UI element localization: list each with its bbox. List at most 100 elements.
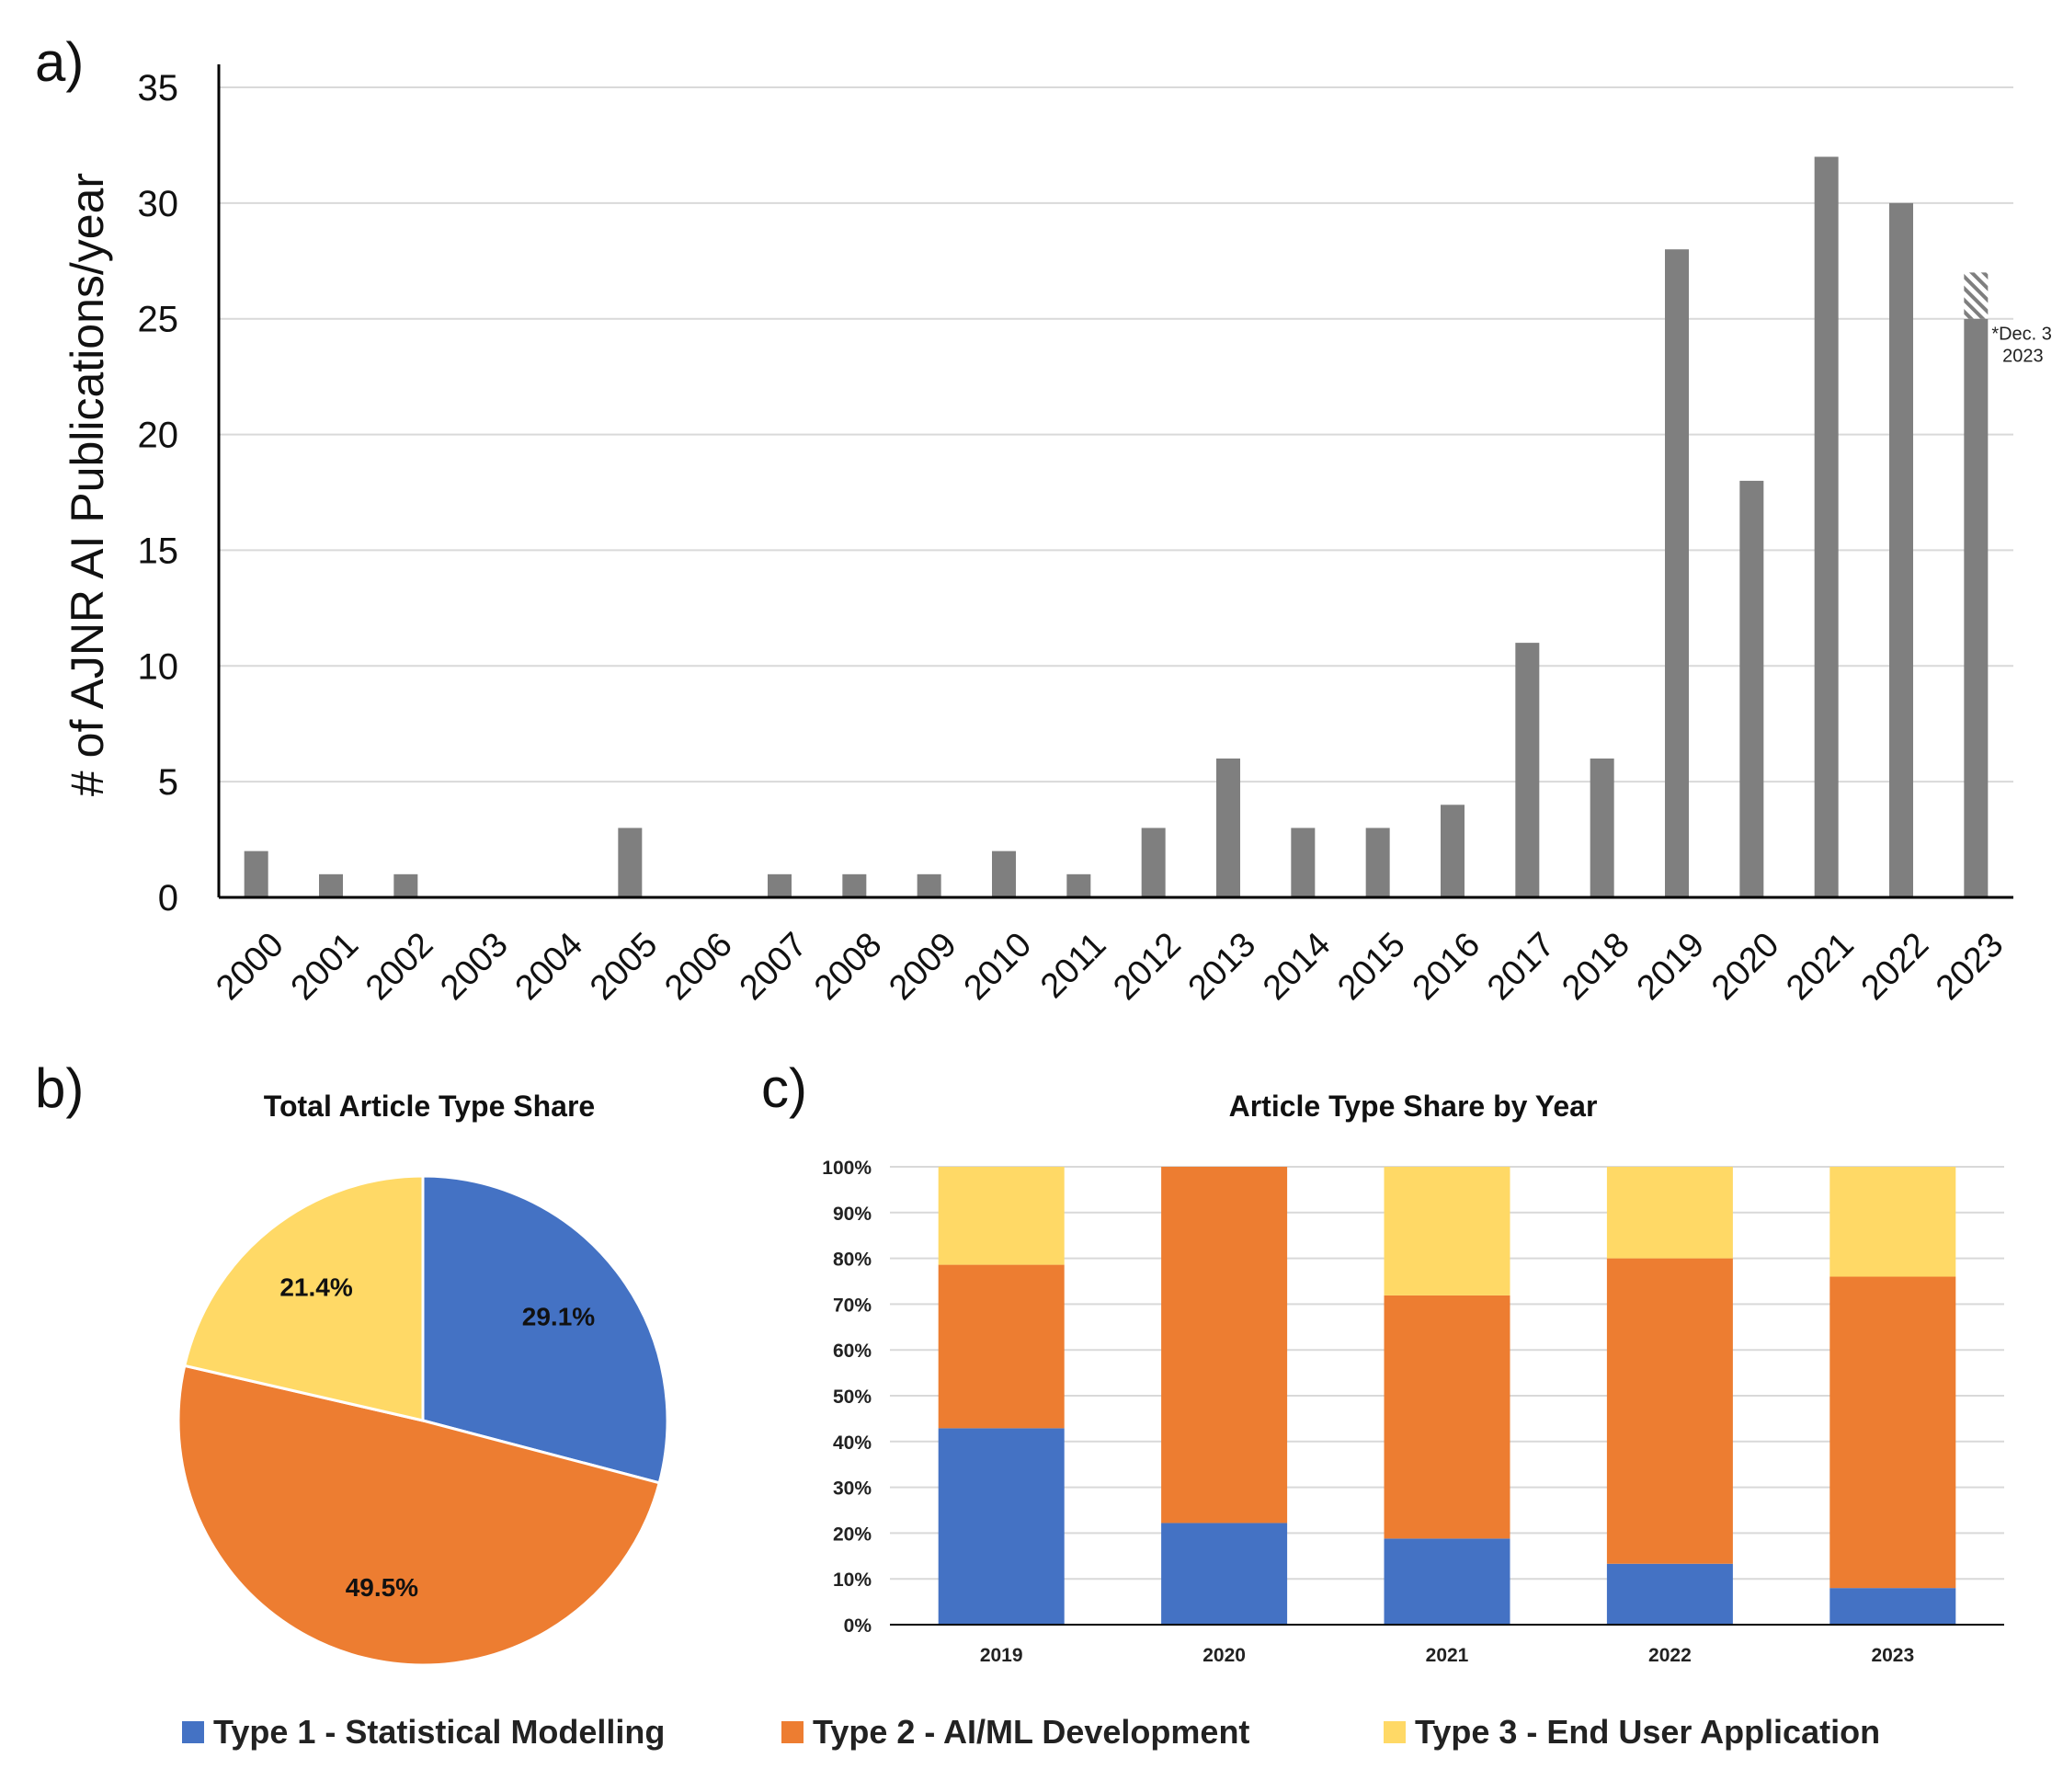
stacked-bar-segment <box>938 1167 1065 1265</box>
stacked-bar-segment <box>1161 1167 1288 1524</box>
bar <box>1291 828 1316 897</box>
y-tick-label-a: 15 <box>138 531 179 571</box>
stacked-bar-segment <box>1606 1258 1733 1564</box>
stacked-chart-title: Article Type Share by Year <box>1229 1090 1598 1123</box>
bar <box>1964 318 1989 897</box>
pie-chart-title: Total Article Type Share <box>264 1090 595 1123</box>
y-tick-label-c: 30% <box>833 1478 872 1500</box>
y-tick-label-c: 60% <box>833 1341 872 1362</box>
stacked-bar-segment <box>1384 1167 1510 1295</box>
panel-label-a: a) <box>35 31 84 93</box>
legend-swatch <box>781 1721 804 1743</box>
y-tick-label-c: 100% <box>822 1158 872 1179</box>
x-tick-label-c: 2021 <box>1426 1645 1469 1666</box>
panel-label-c: c) <box>761 1057 807 1119</box>
y-tick-label-a: 0 <box>158 878 178 919</box>
x-tick-label-a: 2012 <box>1106 925 1188 1007</box>
x-tick-label-a: 2021 <box>1779 925 1861 1007</box>
y-axis-label-a: # of AJNR AI Publications/year <box>62 173 113 796</box>
bar <box>1365 828 1390 897</box>
x-tick-label-a: 2018 <box>1555 925 1636 1007</box>
bar <box>1665 249 1689 897</box>
x-tick-label-a: 2000 <box>209 925 291 1007</box>
x-tick-label-c: 2022 <box>1648 1645 1692 1666</box>
bar <box>917 873 941 897</box>
legend-swatch <box>182 1721 204 1743</box>
x-tick-label-a: 2015 <box>1330 925 1412 1007</box>
annotation-note-line-1: *Dec. 3 <box>1991 325 2052 345</box>
x-tick-label-a: 2011 <box>1033 925 1113 1005</box>
y-tick-label-a: 20 <box>138 416 179 456</box>
bar <box>1739 480 1764 897</box>
x-tick-label-a: 2016 <box>1406 925 1487 1007</box>
x-tick-label-a: 2013 <box>1181 925 1263 1007</box>
bar <box>393 873 418 897</box>
publications-bar-chart: a) # of AJNR AI Publications/year 0 5 10 15… <box>35 31 2052 1008</box>
stacked-bar-segment <box>1606 1563 1733 1625</box>
legend: Type 1 - Statistical Modelling Type 2 - A… <box>182 1713 1880 1751</box>
legend-swatch <box>1384 1721 1406 1743</box>
stacked-bar-segment <box>1384 1295 1510 1539</box>
y-tick-label-a: 35 <box>138 68 179 108</box>
legend-label: Type 2 - AI/ML Development <box>813 1713 1249 1751</box>
pie-slice-label: 29.1% <box>522 1302 595 1330</box>
x-tick-label-a: 2008 <box>807 925 889 1007</box>
panel-label-b: b) <box>35 1057 84 1119</box>
stacked-bar-segment <box>1829 1588 1956 1625</box>
y-tick-label-c: 40% <box>833 1432 872 1454</box>
x-tick-label-c: 2019 <box>980 1645 1023 1666</box>
bar <box>1814 156 1839 897</box>
legend-label: Type 3 - End User Application <box>1415 1713 1880 1751</box>
y-tick-label-c: 0% <box>844 1615 872 1637</box>
stacked-bar-segment <box>938 1264 1065 1429</box>
x-tick-label-a: 2001 <box>284 925 366 1007</box>
stacked-bar-segment <box>1161 1523 1288 1625</box>
x-tick-label-a: 2002 <box>359 925 440 1007</box>
stacked-bar-segment <box>1829 1276 1956 1589</box>
bar <box>1141 828 1166 897</box>
bar <box>842 873 867 897</box>
annotation-note-line-2: 2023 <box>2002 347 2044 367</box>
x-tick-label-a: 2005 <box>583 925 665 1007</box>
pie-slice-label: 49.5% <box>346 1573 418 1602</box>
y-tick-label-c: 20% <box>833 1524 872 1545</box>
bar <box>1066 873 1091 897</box>
stacked-bar-segment <box>938 1428 1065 1625</box>
x-tick-label-a: 2006 <box>657 925 739 1007</box>
legend-label: Type 1 - Statistical Modelling <box>213 1713 665 1751</box>
x-tick-label-a: 2009 <box>882 925 963 1007</box>
bar <box>992 850 1016 897</box>
bar <box>1216 758 1240 897</box>
x-tick-label-a: 2010 <box>957 925 1039 1007</box>
bar <box>1515 643 1540 897</box>
y-tick-label-c: 50% <box>833 1387 872 1408</box>
stacked-bar-segment <box>1606 1167 1733 1259</box>
y-tick-label-c: 10% <box>833 1569 872 1591</box>
y-tick-label-c: 80% <box>833 1250 872 1271</box>
bar <box>1441 805 1465 897</box>
bar <box>768 873 792 897</box>
pie-slice-label: 21.4% <box>279 1273 352 1301</box>
y-tick-label-a: 10 <box>138 646 179 687</box>
bar <box>244 850 268 897</box>
bar <box>1889 202 1913 897</box>
pie-slice <box>177 1364 662 1667</box>
y-tick-label-a: 5 <box>158 762 178 803</box>
y-tick-label-c: 70% <box>833 1295 872 1316</box>
y-tick-label-c: 90% <box>833 1204 872 1225</box>
x-tick-label-a: 2004 <box>508 925 590 1007</box>
x-tick-label-a: 2023 <box>1929 925 2011 1007</box>
bar <box>1590 758 1614 897</box>
article-type-pie-chart: b) Total Article Type Share 29.1% 49.5% 21… <box>35 1057 669 1667</box>
article-type-by-year-chart: c) Article Type Share by Year 0% 10% 20% 30… <box>761 1057 2004 1666</box>
x-tick-label-a: 2022 <box>1854 925 1936 1007</box>
y-tick-label-a: 30 <box>138 184 179 224</box>
y-tick-label-a: 25 <box>138 300 179 340</box>
x-tick-label-a: 2019 <box>1630 925 1712 1007</box>
pie-slice <box>421 1174 669 1485</box>
x-tick-label-a: 2020 <box>1704 925 1786 1007</box>
pie-slice <box>182 1174 425 1422</box>
bar <box>319 873 343 897</box>
bar <box>618 828 643 897</box>
